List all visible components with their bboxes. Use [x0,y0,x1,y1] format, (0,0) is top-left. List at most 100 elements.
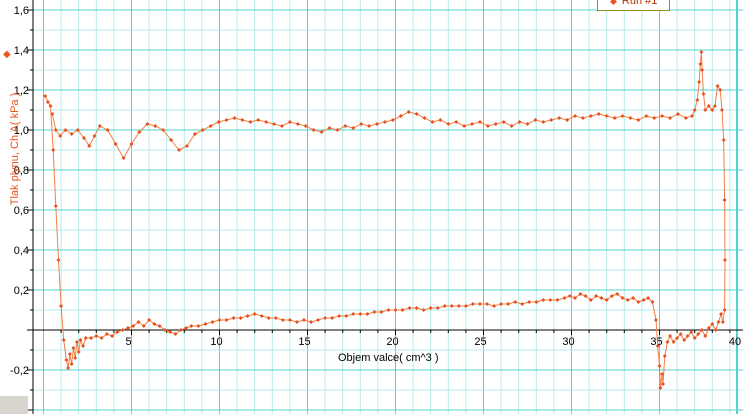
data-point-marker [509,124,514,128]
data-point-marker [232,116,237,120]
data-point-marker [485,124,490,128]
data-point-marker [625,298,630,302]
data-point-marker [604,114,609,118]
data-point-marker [661,382,666,386]
data-point-marker [506,302,511,306]
x-tick-label: 40 [729,336,741,348]
data-point-marker [252,312,257,316]
data-point-marker [697,80,702,84]
data-point-marker [67,352,72,356]
data-point-marker [557,116,562,120]
legend-diamond-icon: ◆ [610,0,617,6]
data-point-marker [120,328,125,332]
data-point-marker [690,114,695,118]
x-tick-label: 10 [210,336,222,348]
data-point-marker [92,134,97,138]
data-point-marker [565,118,570,122]
data-point-marker [121,156,126,160]
data-point-marker [359,122,364,126]
data-point-marker [87,144,92,148]
x-tick-label: 15 [298,336,310,348]
data-point-marker [477,302,482,306]
data-point-marker [400,308,405,312]
data-point-marker [337,314,342,318]
data-point-marker [280,318,285,322]
data-point-marker [477,120,482,124]
data-point-marker [414,112,419,116]
data-point-marker [407,306,412,310]
data-point-marker [295,122,300,126]
data-point-marker [152,322,157,326]
data-point-marker [129,142,134,146]
data-point-marker [113,142,118,146]
data-point-marker [421,308,426,312]
data-point-marker [81,344,86,348]
data-point-marker [231,316,236,320]
data-point-marker [499,302,504,306]
data-point-marker [173,332,178,336]
data-point-marker [248,120,253,124]
data-point-marker [541,298,546,302]
data-point-marker [533,118,538,122]
data-point-marker [259,314,264,318]
data-point-marker [157,324,162,328]
data-point-marker [311,128,316,132]
data-point-marker [382,120,387,124]
data-point-marker [97,124,102,128]
data-point-marker [335,128,340,132]
data-point-marker [161,128,166,132]
data-point-marker [594,294,599,298]
data-point-marker [63,128,68,132]
data-point-marker [578,292,583,296]
data-point-marker [612,116,617,120]
data-point-marker [549,118,554,122]
data-point-marker [323,316,328,320]
data-point-marker [406,110,411,114]
data-point-marker [256,118,261,122]
data-point-marker [136,320,141,324]
data-point-marker [454,120,459,124]
data-point-marker [641,298,646,302]
data-point-marker [685,334,690,338]
data-point-marker [692,336,697,340]
data-point-marker [706,326,711,330]
data-point-marker [51,148,56,152]
data-point-marker [358,312,363,316]
data-point-marker [264,120,269,124]
data-point-marker [652,116,657,120]
y-axis-label: Tlak plynu, Ch A( kPa ) [9,92,21,206]
data-point-marker [722,308,727,312]
data-point-marker [279,124,284,128]
data-point-marker [698,62,703,66]
data-point-marker [200,128,205,132]
y-tick-label: 0,8 [14,165,29,177]
data-point-marker [548,298,553,302]
data-point-marker [327,126,332,130]
data-point-marker [657,364,662,368]
data-point-marker [678,332,683,336]
data-point-marker [463,304,468,308]
data-point-marker [701,92,706,96]
x-tick-label: 35 [650,336,662,348]
data-point-marker [75,128,80,132]
data-point-marker [631,296,636,300]
data-point-marker [520,302,525,306]
data-point-marker [73,356,78,360]
data-point-marker [699,50,704,54]
data-point-marker [367,124,372,128]
data-point-marker [110,334,115,338]
data-point-marker [527,300,532,304]
data-point-marker [721,138,726,142]
data-point-marker [668,116,673,120]
data-point-marker [83,336,88,340]
legend[interactable]: ◆ Run #1 [597,0,671,11]
data-point-marker [720,320,725,324]
data-point-marker [45,100,50,104]
data-point-marker [344,314,349,318]
data-point-marker [588,114,593,118]
y-tick-label: 0,2 [14,285,29,297]
data-point-marker [422,116,427,120]
data-point-marker [316,318,321,322]
data-point-marker [615,292,620,296]
